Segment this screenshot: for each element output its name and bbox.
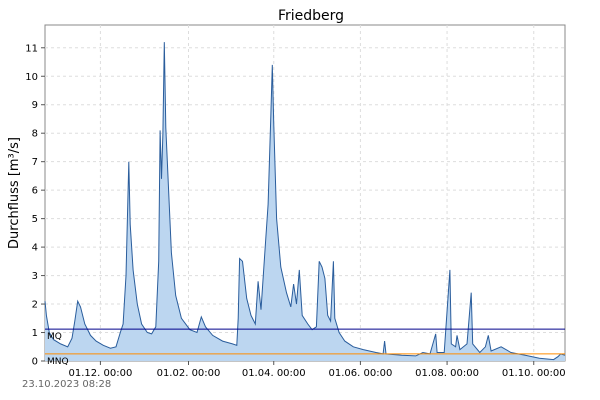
reference-lines: MQ MNQ xyxy=(45,328,565,367)
discharge-line xyxy=(44,42,566,361)
y-tick-label: 9 xyxy=(32,100,38,111)
y-tick-label: 6 xyxy=(32,186,38,197)
reference-label-mq: MQ xyxy=(47,332,62,342)
y-tick-label: 8 xyxy=(32,129,38,140)
x-axis-ticks: 01.12. 00:00 01.02. 00:00 01.04. 00:00 01.0… xyxy=(69,361,566,379)
y-tick-label: 10 xyxy=(25,72,38,83)
y-tick-label: 0 xyxy=(32,357,38,368)
series-area xyxy=(44,42,566,361)
timestamp-label: 23.10.2023 08:28 xyxy=(22,379,112,390)
x-tick-label: 01.12. 00:00 xyxy=(69,368,133,379)
x-tick-label: 01.06. 00:00 xyxy=(329,368,393,379)
y-tick-label: 11 xyxy=(25,43,38,54)
y-tick-label: 5 xyxy=(32,214,38,225)
plot-background xyxy=(44,24,566,362)
y-tick-label: 3 xyxy=(32,271,38,282)
y-tick-label: 7 xyxy=(32,157,38,168)
y-tick-label: 1 xyxy=(32,328,38,339)
y-axis-ticks: 0 1 2 3 4 5 6 7 8 9 10 11 xyxy=(25,43,45,368)
y-axis-label: Durchfluss [m³/s] xyxy=(7,137,22,249)
x-tick-label: 01.10. 00:00 xyxy=(502,368,566,379)
y-tick-label: 4 xyxy=(32,243,38,254)
reference-label-mnq: MNQ xyxy=(47,357,69,367)
chart-title: Friedberg xyxy=(278,8,344,24)
y-tick-label: 2 xyxy=(32,300,38,311)
x-tick-label: 01.02. 00:00 xyxy=(157,368,221,379)
x-tick-label: 01.08. 00:00 xyxy=(415,368,479,379)
x-tick-label: 01.04. 00:00 xyxy=(242,368,306,379)
